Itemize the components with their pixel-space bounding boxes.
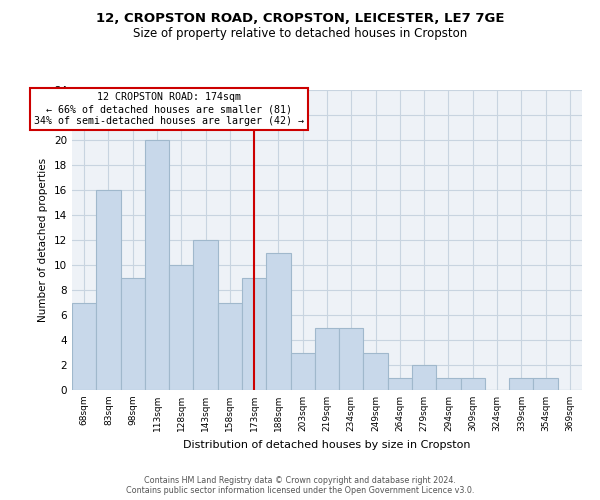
Bar: [145, 140, 169, 390]
Bar: [339, 328, 364, 390]
Bar: [364, 352, 388, 390]
X-axis label: Distribution of detached houses by size in Cropston: Distribution of detached houses by size …: [183, 440, 471, 450]
Bar: [218, 302, 242, 390]
Bar: [242, 278, 266, 390]
Text: Contains HM Land Registry data © Crown copyright and database right 2024.: Contains HM Land Registry data © Crown c…: [144, 476, 456, 485]
Bar: [461, 378, 485, 390]
Text: 12, CROPSTON ROAD, CROPSTON, LEICESTER, LE7 7GE: 12, CROPSTON ROAD, CROPSTON, LEICESTER, …: [96, 12, 504, 26]
Bar: [169, 265, 193, 390]
Y-axis label: Number of detached properties: Number of detached properties: [38, 158, 49, 322]
Bar: [72, 302, 96, 390]
Text: Contains public sector information licensed under the Open Government Licence v3: Contains public sector information licen…: [126, 486, 474, 495]
Bar: [193, 240, 218, 390]
Bar: [290, 352, 315, 390]
Bar: [315, 328, 339, 390]
Bar: [436, 378, 461, 390]
Bar: [266, 252, 290, 390]
Bar: [509, 378, 533, 390]
Bar: [388, 378, 412, 390]
Text: 12 CROPSTON ROAD: 174sqm
← 66% of detached houses are smaller (81)
34% of semi-d: 12 CROPSTON ROAD: 174sqm ← 66% of detach…: [34, 92, 304, 126]
Bar: [121, 278, 145, 390]
Bar: [533, 378, 558, 390]
Bar: [96, 190, 121, 390]
Text: Size of property relative to detached houses in Cropston: Size of property relative to detached ho…: [133, 28, 467, 40]
Bar: [412, 365, 436, 390]
